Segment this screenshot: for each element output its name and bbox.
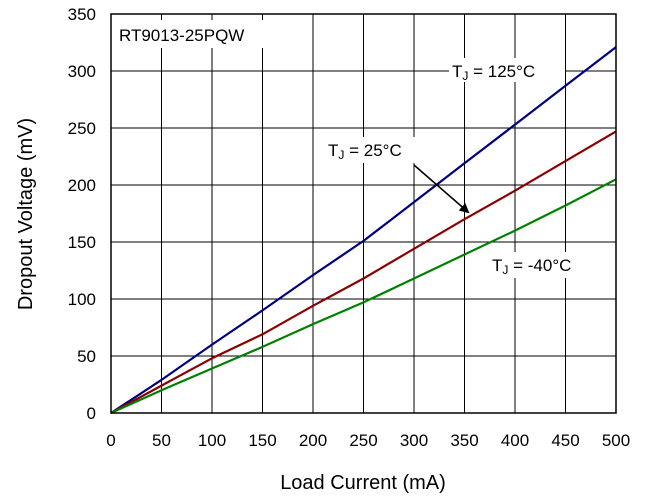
label-125c-bg — [449, 58, 565, 82]
x-tick-label: 200 — [299, 431, 327, 450]
series-line-0 — [110, 46, 617, 414]
y-axis-title: Dropout Voltage (mV) — [15, 118, 37, 310]
x-tick-labels: 0 50 100 150 200 250 300 350 400 450 500 — [106, 431, 630, 450]
x-tick-label: 300 — [400, 431, 428, 450]
series-lines — [110, 46, 617, 415]
x-tick-label: 350 — [450, 431, 478, 450]
label-125c: TJ = 125°C — [452, 62, 535, 83]
x-tick-label: 100 — [198, 431, 226, 450]
x-tick-label: 150 — [248, 431, 276, 450]
y-tick-label: 100 — [68, 290, 96, 309]
y-tick-label: 0 — [87, 404, 96, 423]
y-tick-label: 300 — [68, 62, 96, 81]
x-axis-title: Load Current (mA) — [280, 472, 446, 494]
y-tick-label: 350 — [68, 5, 96, 24]
series-line-1 — [110, 130, 617, 414]
x-tick-label: 0 — [106, 431, 115, 450]
y-tick-label: 200 — [68, 176, 96, 195]
y-tick-label: 150 — [68, 233, 96, 252]
x-tick-label: 500 — [602, 431, 630, 450]
label-minus40c: TJ = -40°C — [492, 256, 571, 277]
x-tick-label: 250 — [349, 431, 377, 450]
y-tick-label: 250 — [68, 119, 96, 138]
label-minus40c-bg — [489, 252, 597, 278]
label-25c-bg — [324, 137, 424, 163]
x-tick-label: 450 — [551, 431, 579, 450]
chart-title-box — [113, 20, 272, 48]
x-tick-label: 50 — [152, 431, 171, 450]
label-25c: TJ = 25°C — [328, 141, 402, 162]
chart-title: RT9013-25PQW — [119, 26, 244, 45]
x-tick-label: 400 — [501, 431, 529, 450]
y-tick-labels: 0 50 100 150 200 250 300 350 — [68, 5, 96, 423]
y-tick-label: 50 — [77, 347, 96, 366]
annotation-arrow — [413, 164, 470, 214]
plot-frame — [110, 13, 617, 414]
series-line-2 — [110, 178, 617, 415]
